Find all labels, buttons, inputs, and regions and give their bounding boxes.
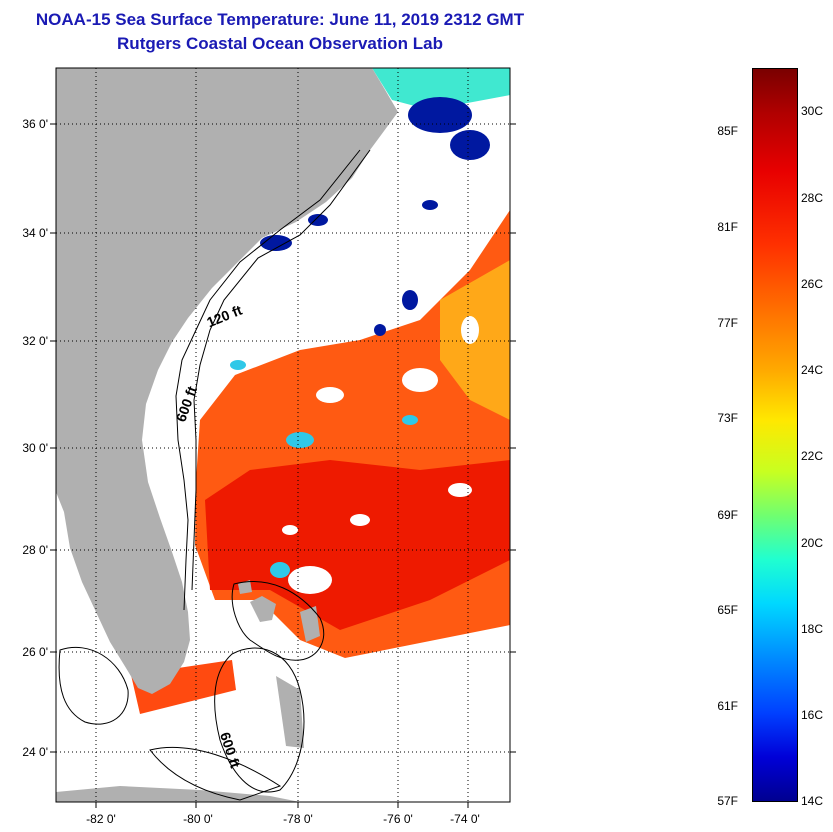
lon-label: -76 0' <box>383 812 413 826</box>
colorbar-f-label: 73F <box>717 411 738 425</box>
map-title: NOAA-15 Sea Surface Temperature: June 11… <box>35 10 525 29</box>
colorbar-f-label: 69F <box>717 508 738 522</box>
colorbar-f-label: 61F <box>717 699 738 713</box>
colorbar-c-label: 14C <box>801 794 824 808</box>
land-cuba <box>56 786 300 802</box>
map-subtitle: Rutgers Coastal Ocean Observation Lab <box>117 34 443 53</box>
colorbar-f-label: 81F <box>717 220 738 234</box>
lat-label: 28 0' <box>22 543 48 557</box>
temperature-colorbar <box>752 68 798 802</box>
colorbar-c-label: 18C <box>801 622 824 636</box>
colorbar-c-label: 20C <box>801 536 824 550</box>
colorbar-c-label: 30C <box>801 104 824 118</box>
colorbar-c-label: 22C <box>801 449 824 463</box>
colorbar-f-label: 85F <box>717 124 738 138</box>
lon-label: -78 0' <box>283 812 313 826</box>
colorbar-c-label: 26C <box>801 277 824 291</box>
lat-label: 30 0' <box>22 441 48 455</box>
axis-ticks <box>50 123 516 808</box>
colorbar-f-label: 77F <box>717 316 738 330</box>
lon-label: -80 0' <box>183 812 213 826</box>
colorbar-f-label: 65F <box>717 603 738 617</box>
lat-label: 24 0' <box>22 745 48 759</box>
lat-label: 36 0' <box>22 117 48 131</box>
sst-cool-north <box>372 68 510 110</box>
map-frame <box>55 67 511 803</box>
colorbar-c-label: 28C <box>801 191 824 205</box>
land-bahamas <box>238 580 320 748</box>
isobath-lines <box>58 149 371 801</box>
colorbar-c-label: 24C <box>801 363 824 377</box>
lat-label: 26 0' <box>22 645 48 659</box>
land-us-coast <box>56 68 398 694</box>
colorbar-c-label: 16C <box>801 708 824 722</box>
lon-label: -74 0' <box>450 812 480 826</box>
sst-cool-patches <box>230 360 418 578</box>
lon-label: -82 0' <box>86 812 116 826</box>
colorbar-f-label: 57F <box>717 794 738 808</box>
lat-label: 32 0' <box>22 334 48 348</box>
cloud-gaps <box>282 316 479 594</box>
lat-label: 34 0' <box>22 226 48 240</box>
